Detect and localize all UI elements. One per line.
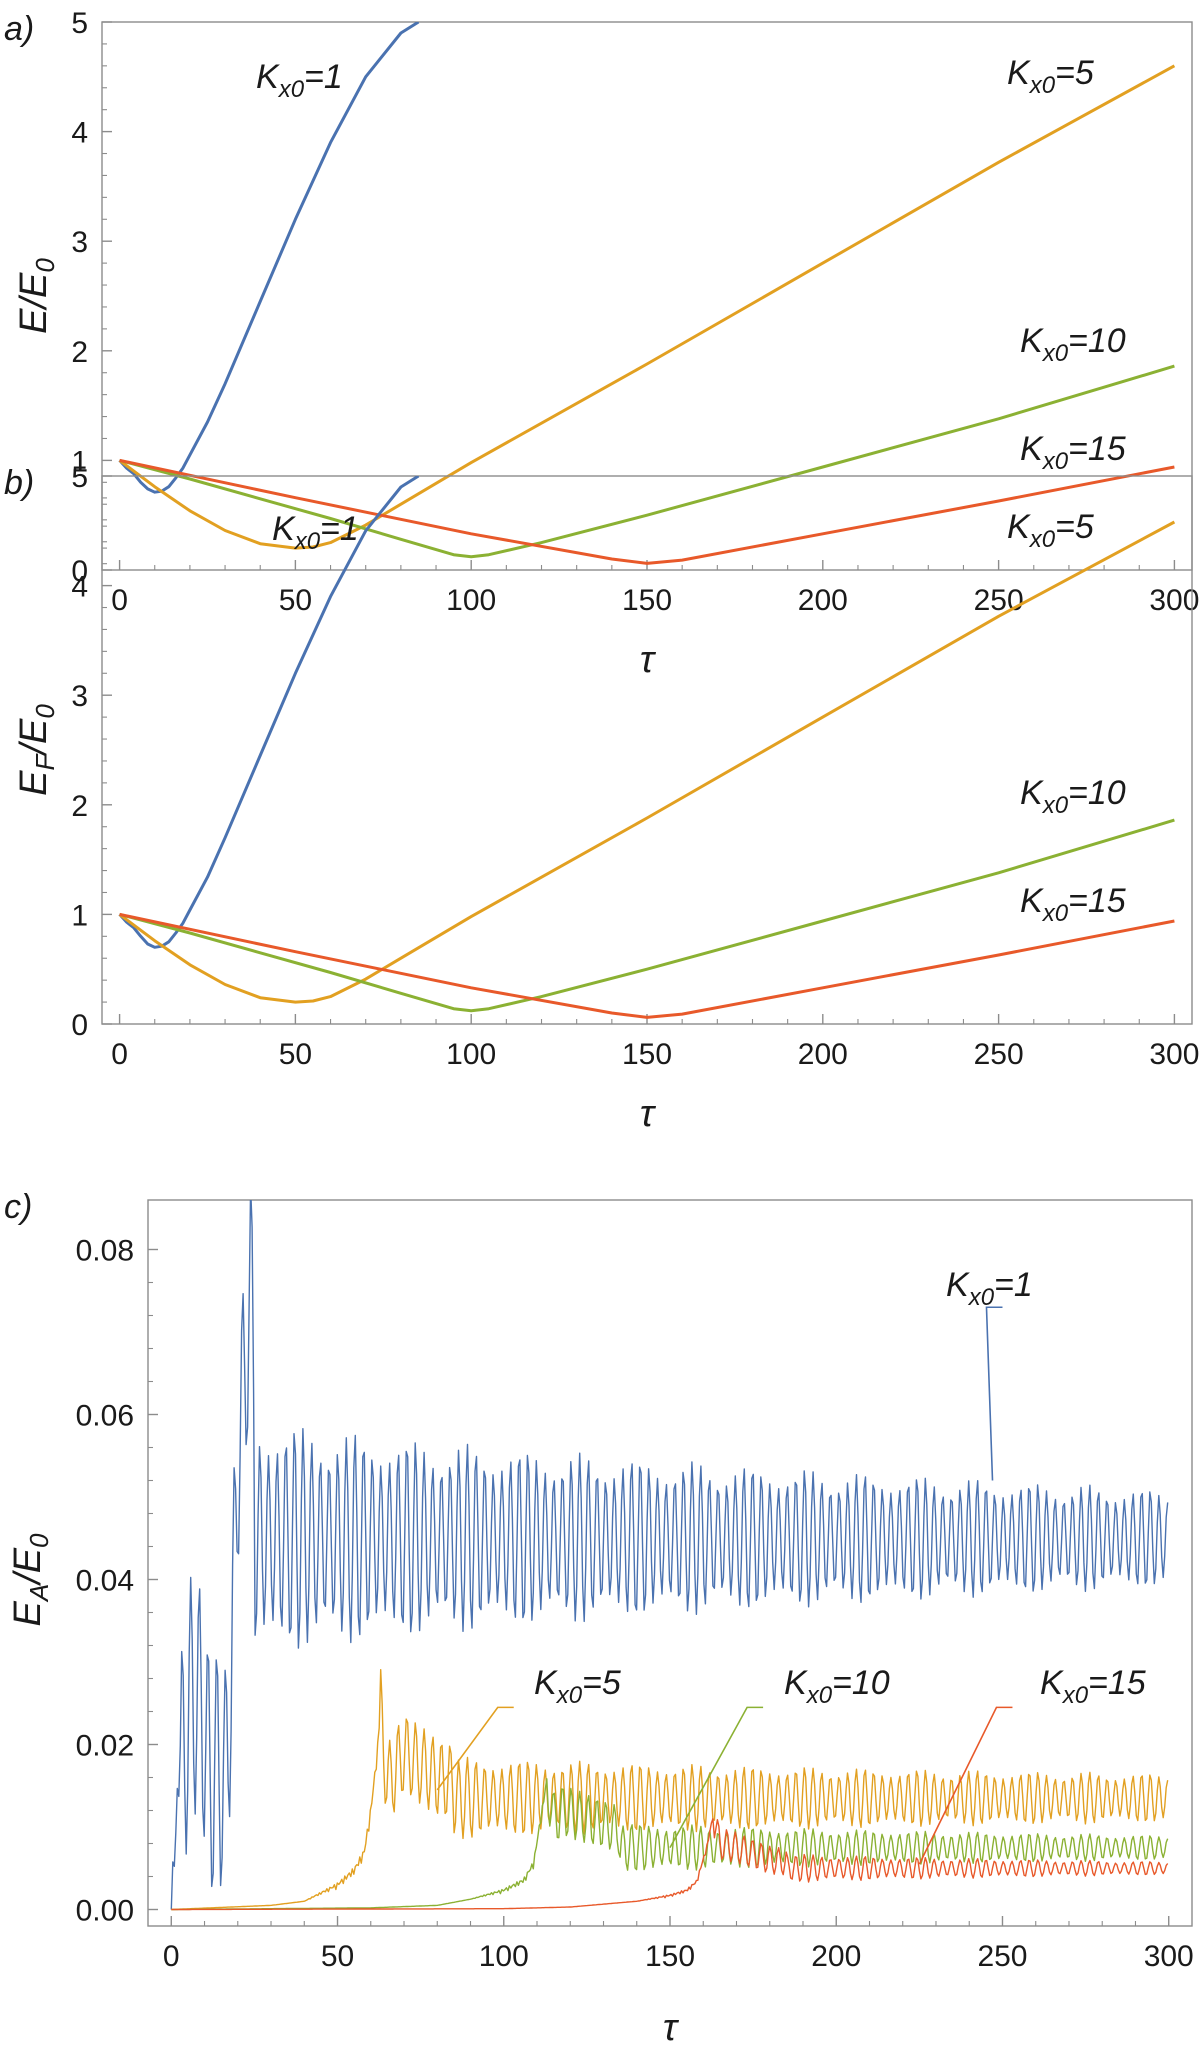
panel-b-xlabel: τ <box>640 1093 657 1135</box>
panel-c-label-kx0-5: Kx0=5 <box>534 1664 621 1709</box>
panel-a-xlabel: τ <box>640 639 657 681</box>
x-tick-label: 100 <box>446 584 496 617</box>
leader-line-2 <box>436 1706 514 1791</box>
x-tick-label: 150 <box>622 584 672 617</box>
y-tick-label: 4 <box>71 117 88 150</box>
series-clip <box>118 22 1176 565</box>
series-line-1 <box>170 1200 1169 1910</box>
panel-b: b) 0 50 100 150 200 250 300 0 1 2 3 4 5 τ EF/E0 Kx0=… <box>4 461 1199 1135</box>
x-tick-label: 200 <box>798 1038 848 1071</box>
series-line-4 <box>119 458 1175 565</box>
series-line-4 <box>119 912 1175 1019</box>
series-line-2 <box>118 520 1176 1004</box>
panel-a-label: a) <box>4 10 34 48</box>
x-tick-label: 50 <box>321 1940 354 1973</box>
series-line-1 <box>118 22 420 494</box>
y-tick-label: 3 <box>71 680 88 713</box>
y-tick-label: 0 <box>71 1009 88 1042</box>
panel-a-ticks: 0 50 100 150 200 250 300 0 1 2 3 4 5 <box>71 7 1199 617</box>
x-tick-label: 300 <box>1149 1038 1199 1071</box>
panel-c-series <box>170 1200 1169 1911</box>
y-tick-label: 0.04 <box>76 1565 134 1598</box>
x-tick-label: 50 <box>279 584 312 617</box>
panel-c: c) 0 50 100 150 200 250 300 0.00 0.02 0.04 0.06 0.0… <box>4 1188 1194 2049</box>
panel-b-label-kx0-5: Kx0=5 <box>1007 508 1094 553</box>
series-line-3 <box>119 818 1175 1013</box>
x-tick-label: 300 <box>1144 1940 1194 1973</box>
y-tick-label: 0.00 <box>76 1895 134 1928</box>
x-tick-label: 200 <box>811 1940 861 1973</box>
x-tick-label: 250 <box>974 584 1024 617</box>
panel-b-ticks: 0 50 100 150 200 250 300 0 1 2 3 4 5 <box>71 461 1199 1071</box>
panel-a-label-kx0-5: Kx0=5 <box>1007 54 1094 99</box>
panel-c-label-kx0-15: Kx0=15 <box>1040 1664 1146 1709</box>
x-tick-label: 250 <box>977 1940 1027 1973</box>
y-tick-label: 5 <box>71 7 88 40</box>
y-tick-label: 5 <box>71 461 88 494</box>
y-tick-label: 0.06 <box>76 1400 134 1433</box>
panel-a-series <box>118 22 1176 565</box>
y-tick-label: 1 <box>71 899 88 932</box>
x-tick-label: 150 <box>645 1940 695 1973</box>
series-line-4 <box>171 1818 1169 1911</box>
panel-b-label-kx0-15: Kx0=15 <box>1020 882 1126 927</box>
panel-c-label-kx0-1: Kx0=1 <box>946 1266 1033 1311</box>
y-tick-label: 4 <box>71 571 88 604</box>
panel-a-ylabel: E/E0 <box>13 258 60 334</box>
x-tick-label: 150 <box>622 1038 672 1071</box>
panel-c-ylabel: EA/E0 <box>7 1533 54 1627</box>
panel-c-ticks: 0 50 100 150 200 250 300 0.00 0.02 0.04 0.06 0.08 <box>76 1235 1194 1974</box>
panel-b-ylabel: EF/E0 <box>13 704 60 796</box>
panel-c-leader-lines <box>436 1306 1013 1865</box>
x-tick-label: 250 <box>974 1038 1024 1071</box>
y-tick-label: 2 <box>71 790 88 823</box>
x-tick-label: 100 <box>446 1038 496 1071</box>
x-tick-label: 300 <box>1149 584 1199 617</box>
leader-line-3 <box>669 1706 764 1849</box>
series-line-2 <box>118 64 1176 550</box>
panel-c-label: c) <box>4 1188 32 1226</box>
panel-a-label-kx0-1: Kx0=1 <box>256 58 343 103</box>
x-tick-label: 100 <box>479 1940 529 1973</box>
panel-a-label-kx0-15: Kx0=15 <box>1020 430 1126 475</box>
panel-c-xlabel: τ <box>663 2007 680 2049</box>
series-line-3 <box>119 364 1175 559</box>
y-tick-label: 0 <box>71 555 88 588</box>
y-tick-label: 0.02 <box>76 1730 134 1763</box>
panel-a: a) 0 50 100 150 200 250 300 0 1 2 3 4 5 τ E/E0 Kx0=1… <box>4 7 1199 681</box>
series-clip <box>118 476 1176 1019</box>
panel-b-label-kx0-10: Kx0=10 <box>1020 774 1126 819</box>
panel-c-label-kx0-10: Kx0=10 <box>784 1664 890 1709</box>
panel-b-frame <box>101 475 1193 1025</box>
x-tick-label: 50 <box>279 1038 312 1071</box>
series-line-2 <box>171 1669 1169 1911</box>
series-clip <box>170 1200 1169 1911</box>
y-tick-label: 1 <box>71 445 88 478</box>
series-line-1 <box>118 476 420 949</box>
y-tick-label: 3 <box>71 226 88 259</box>
y-tick-label: 2 <box>71 336 88 369</box>
panel-a-frame <box>101 21 1193 571</box>
series-line-3 <box>171 1778 1169 1911</box>
leader-line-1 <box>985 1306 1003 1481</box>
panel-b-label: b) <box>4 464 34 502</box>
x-tick-label: 0 <box>111 584 128 617</box>
x-tick-label: 0 <box>163 1940 180 1973</box>
x-tick-label: 0 <box>111 1038 128 1071</box>
y-tick-label: 0.08 <box>76 1235 134 1268</box>
x-tick-label: 200 <box>798 584 848 617</box>
panel-b-label-kx0-1: Kx0=1 <box>272 510 359 555</box>
leader-line-4 <box>918 1706 1013 1865</box>
panel-a-label-kx0-10: Kx0=10 <box>1020 322 1126 367</box>
panel-b-series <box>118 476 1176 1019</box>
